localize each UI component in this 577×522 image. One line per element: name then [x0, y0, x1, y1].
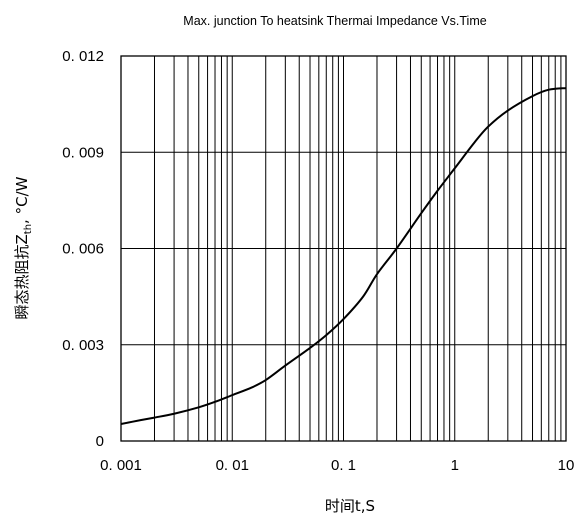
- x-tick-label: 1: [451, 457, 459, 474]
- chart-title: Max. junction To heatsink Thermai Impeda…: [183, 14, 486, 28]
- x-tick-label: 10: [558, 457, 575, 474]
- gridlines: [120, 55, 566, 442]
- x-tick-labels: 0. 001 0. 01 0. 1 1 10: [100, 457, 574, 474]
- thermal-impedance-curve: [120, 87, 567, 425]
- x-tick-label: 0. 1: [331, 457, 356, 474]
- plot-frame: [120, 55, 567, 442]
- y-tick-labels: 0 0. 003 0. 006 0. 009 0. 012: [62, 48, 104, 450]
- y-tick-label: 0. 006: [62, 241, 104, 258]
- y-tick-label: 0. 012: [62, 48, 104, 65]
- y-axis-label-subscript: th: [23, 224, 34, 234]
- x-tick-label: 0. 01: [216, 457, 249, 474]
- y-tick-label: 0. 009: [62, 144, 104, 161]
- y-axis-label: 瞬态热阻抗Zth, °C/W: [13, 176, 34, 319]
- x-axis-label: 时间t,S: [325, 497, 375, 515]
- y-tick-label: 0. 003: [62, 337, 104, 354]
- x-tick-label: 0. 001: [100, 457, 142, 474]
- y-tick-label: 0: [96, 433, 104, 450]
- y-axis-label-unit: , °C/W: [13, 176, 31, 224]
- y-axis-label-main: 瞬态热阻抗Z: [13, 234, 31, 319]
